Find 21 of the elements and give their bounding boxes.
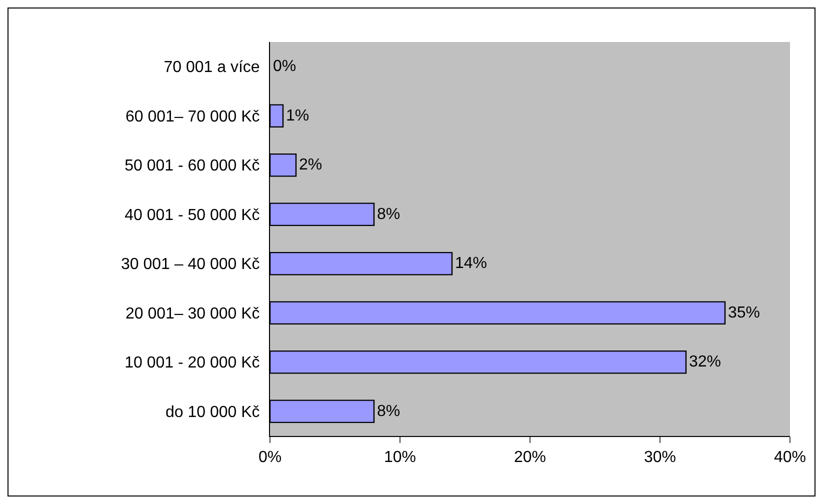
- x-tick-label: 30%: [644, 449, 676, 466]
- y-tick-label: 50 001 - 60 000 Kč: [124, 158, 260, 175]
- data-label: 1%: [286, 107, 310, 124]
- data-label: 14%: [455, 255, 488, 272]
- y-tick-label: 20 001– 30 000 Kč: [125, 305, 260, 322]
- data-label: 2%: [299, 156, 322, 174]
- y-tick-label: 30 001 – 40 000 Kč: [121, 256, 260, 274]
- y-tick-label: 40 001 - 50 000 Kč: [124, 206, 260, 224]
- data-label: 35%: [728, 304, 760, 322]
- data-label: 8%: [377, 206, 400, 223]
- data-label: 0%: [273, 58, 296, 76]
- y-tick-label: do 10 000 Kč: [166, 404, 260, 421]
- y-tick-label: 70 001 a více: [164, 59, 260, 76]
- y-tick-label: 10 001 - 20 000 Kč: [124, 354, 260, 372]
- y-tick-label: 60 001– 70 000 Kč: [125, 108, 260, 126]
- x-tick-label: 40%: [774, 449, 806, 466]
- data-label: 8%: [377, 402, 400, 420]
- x-tick-label: 0%: [258, 449, 282, 466]
- x-tick-label: 20%: [514, 449, 546, 466]
- x-tick-label: 10%: [384, 449, 416, 466]
- data-label: 32%: [689, 354, 722, 371]
